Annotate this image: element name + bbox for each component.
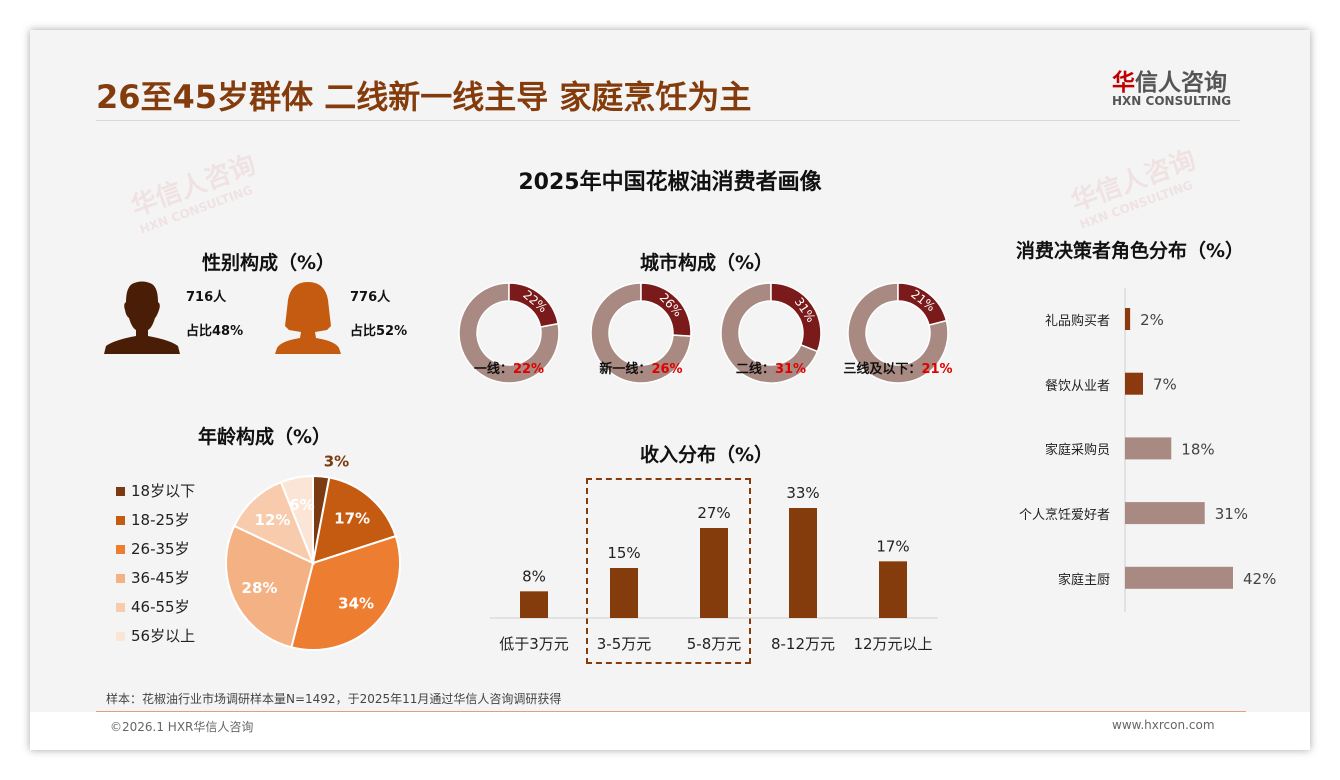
legend-swatch [116, 487, 125, 496]
pie-slice [232, 480, 315, 565]
legend-item: 46-55岁 [116, 596, 190, 617]
male-icon [104, 281, 180, 354]
role-data-label: 42% [1243, 570, 1276, 588]
pie-data-label: 17% [334, 510, 370, 528]
role-category-label: 餐饮从业者 [1044, 378, 1110, 394]
income-category-label: 12万元以上 [853, 635, 933, 653]
male-share: 占比48% [186, 324, 244, 339]
income-category-label: 8-12万元 [770, 635, 836, 653]
legend-label: 26-35岁 [131, 540, 190, 558]
pie-data-label: 28% [242, 579, 278, 597]
income-category-label: 3-5万元 [596, 635, 652, 653]
role-category-label: 个人烹饪爱好者 [1018, 508, 1110, 524]
female-share: 占比52% [350, 324, 408, 339]
donut-category-label: 新一线：26% [599, 361, 682, 377]
income-bar-chart: 8% 15% 27% 33% 17% [490, 484, 938, 619]
legend-swatch [116, 516, 125, 525]
donut-share [640, 282, 692, 337]
age-title: 年龄构成（%） [198, 426, 332, 448]
website: www.hxrcon.com [1112, 718, 1215, 732]
age-pie-chart: 3% 17% 34% 28% 12%6% [225, 452, 401, 651]
pie-data-label: 12% [255, 511, 291, 529]
logo-subtitle: HXN CONSULTING [1112, 94, 1232, 108]
male-count: 716人 [186, 290, 227, 305]
pie-slice [279, 474, 314, 564]
donut-category-label: 三线及以下：21% [843, 361, 952, 377]
main-title: 2025年中国花椒油消费者画像 [518, 170, 822, 195]
donut-category-label: 二线：31% [736, 361, 806, 377]
highlight-box [586, 478, 751, 664]
donut-rest [720, 282, 819, 384]
role-data-label: 7% [1153, 376, 1177, 394]
legend-label: 56岁以上 [131, 627, 196, 645]
role-bar [1125, 566, 1233, 589]
city-donut-charts: 22%一线：22%26%新一线：26%31%二线：31%21%三线及以下：21% [458, 282, 953, 384]
income-data-label: 17% [876, 537, 909, 555]
legend-swatch [116, 545, 125, 554]
legend-item: 18岁以下 [116, 480, 195, 501]
city-title: 城市构成（%） [640, 252, 774, 274]
donut-share [508, 282, 559, 328]
legend-label: 36-45岁 [131, 569, 190, 587]
divider [96, 120, 1240, 121]
gender-title: 性别构成（%） [202, 252, 336, 274]
legend-label: 18岁以下 [131, 482, 196, 500]
copyright: ©2026.1 HXR华信人咨询 [110, 720, 254, 734]
donut-rest [590, 282, 692, 384]
donut-rest [458, 282, 560, 384]
page-title: 26至45岁群体 二线新一线主导 家庭烹饪为主 [96, 78, 752, 116]
legend-item: 36-45岁 [116, 567, 190, 588]
female-count: 776人 [350, 290, 391, 305]
income-data-label: 27% [697, 504, 730, 522]
pie-data-label: 6% [289, 496, 314, 514]
income-bar [700, 528, 728, 618]
donut-share [897, 282, 948, 326]
income-data-label: 8% [522, 567, 546, 585]
income-category-label: 低于3万元 [499, 635, 569, 653]
role-data-label: 18% [1181, 440, 1214, 458]
income-bar [520, 591, 548, 618]
role-data-label: 31% [1215, 505, 1248, 523]
income-data-label: 33% [786, 484, 819, 502]
income-bar [789, 508, 817, 618]
role-title: 消费决策者角色分布（%） [1016, 240, 1245, 262]
role-category-label: 礼品购买者 [1044, 314, 1110, 329]
footer: ©2026.1 HXR华信人咨询 www.hxrcon.com [30, 712, 1310, 750]
role-bar [1125, 502, 1205, 525]
legend-item: 26-35岁 [116, 538, 190, 559]
logo: 华信人咨询 [1112, 70, 1227, 96]
slide: 华信人咨询 HXN CONSULTING 华信人咨询 HXN CONSULTING … [30, 30, 1310, 750]
legend-item: 56岁以上 [116, 625, 195, 646]
income-bar [879, 561, 907, 618]
income-title: 收入分布（%） [640, 444, 774, 466]
legend-swatch [116, 603, 125, 612]
legend-swatch [116, 632, 125, 641]
role-bar [1125, 372, 1143, 395]
pie-data-label: 3% [324, 452, 349, 470]
role-bar [1125, 308, 1131, 330]
pie-slice [225, 524, 315, 649]
role-data-label: 2% [1140, 311, 1164, 329]
legend-label: 18-25岁 [131, 511, 190, 529]
legend-item: 18-25岁 [116, 509, 190, 530]
footer-divider [96, 711, 1246, 712]
role-category-label: 家庭主厨 [1057, 572, 1110, 588]
legend-swatch [116, 574, 125, 583]
pie-data-label: 34% [338, 594, 374, 612]
income-bar [610, 568, 638, 618]
role-bar [1125, 437, 1172, 460]
female-icon [275, 282, 341, 354]
pie-slice [290, 534, 401, 651]
income-data-label: 15% [607, 544, 640, 562]
donut-rest [847, 282, 949, 384]
role-bar-chart: 2% 7% 18% 31% 42% [1124, 288, 1276, 612]
donut-category-label: 一线：22% [474, 361, 544, 377]
pie-slice [311, 476, 398, 565]
sample-note: 样本：花椒油行业市场调研样本量N=1492，于2025年11月通过华信人咨询调研… [106, 692, 562, 706]
income-category-label: 5-8万元 [686, 635, 742, 653]
legend-label: 46-55岁 [131, 598, 190, 616]
role-category-label: 家庭采购员 [1044, 443, 1110, 459]
donut-share [770, 282, 822, 353]
